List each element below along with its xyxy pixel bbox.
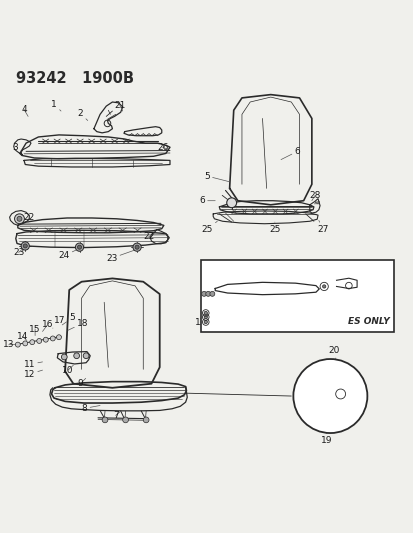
Text: 19: 19 <box>320 406 331 445</box>
Circle shape <box>204 316 207 319</box>
Text: 9: 9 <box>77 378 85 388</box>
Text: 25: 25 <box>268 222 280 234</box>
Circle shape <box>205 292 210 296</box>
Text: 14: 14 <box>17 332 28 341</box>
Text: 10: 10 <box>62 365 74 375</box>
Text: 26: 26 <box>157 143 168 152</box>
Text: 31: 31 <box>305 260 351 279</box>
Text: 27: 27 <box>316 221 328 234</box>
Circle shape <box>75 243 83 251</box>
Circle shape <box>56 335 61 340</box>
Text: 8: 8 <box>81 404 100 413</box>
Text: 93242   1900B: 93242 1900B <box>16 71 133 86</box>
Text: 23: 23 <box>13 248 24 257</box>
Circle shape <box>30 340 35 345</box>
Circle shape <box>83 353 89 359</box>
Text: 6: 6 <box>280 147 299 159</box>
Circle shape <box>209 292 214 296</box>
Text: 6: 6 <box>199 196 215 205</box>
Text: 20: 20 <box>328 346 340 388</box>
Text: 3: 3 <box>12 143 21 152</box>
Text: ES ONLY: ES ONLY <box>347 317 389 326</box>
Text: 21: 21 <box>114 101 125 111</box>
Circle shape <box>23 341 28 346</box>
Text: 5: 5 <box>204 172 229 182</box>
Circle shape <box>293 359 366 433</box>
Text: 11: 11 <box>24 360 43 369</box>
Circle shape <box>204 320 207 324</box>
Text: 24: 24 <box>58 249 78 260</box>
Text: 2: 2 <box>77 109 88 120</box>
Text: 22: 22 <box>142 232 154 241</box>
Text: 28: 28 <box>309 191 320 201</box>
Text: 13: 13 <box>3 340 16 349</box>
Text: 29: 29 <box>225 262 237 283</box>
Circle shape <box>15 342 20 347</box>
Text: 5: 5 <box>62 313 75 325</box>
Circle shape <box>17 216 22 221</box>
Circle shape <box>50 336 55 341</box>
Circle shape <box>226 198 236 208</box>
Circle shape <box>102 417 108 423</box>
Circle shape <box>23 244 27 248</box>
Text: 15: 15 <box>29 325 41 336</box>
Circle shape <box>61 354 67 360</box>
Circle shape <box>322 285 325 288</box>
Text: 12: 12 <box>24 370 43 379</box>
Text: 17: 17 <box>53 316 65 328</box>
Circle shape <box>77 245 81 249</box>
Circle shape <box>135 245 139 249</box>
Circle shape <box>43 337 48 342</box>
Text: 23: 23 <box>106 249 137 263</box>
Circle shape <box>21 242 29 250</box>
Circle shape <box>133 243 141 251</box>
Text: 18: 18 <box>68 319 88 330</box>
Circle shape <box>122 417 128 423</box>
Text: 16: 16 <box>42 320 53 332</box>
Circle shape <box>204 311 207 314</box>
Text: 30: 30 <box>221 318 233 328</box>
Text: 22: 22 <box>24 213 35 222</box>
Circle shape <box>14 214 24 224</box>
Text: 25: 25 <box>201 221 217 234</box>
Text: 29: 29 <box>287 266 347 285</box>
Text: 7: 7 <box>113 411 120 420</box>
Circle shape <box>37 338 42 343</box>
Text: 1: 1 <box>51 100 61 111</box>
Circle shape <box>143 417 149 423</box>
Text: 13: 13 <box>195 318 206 327</box>
Circle shape <box>201 292 206 296</box>
Text: 4: 4 <box>21 105 28 116</box>
Bar <box>200 260 393 332</box>
Circle shape <box>74 353 79 359</box>
